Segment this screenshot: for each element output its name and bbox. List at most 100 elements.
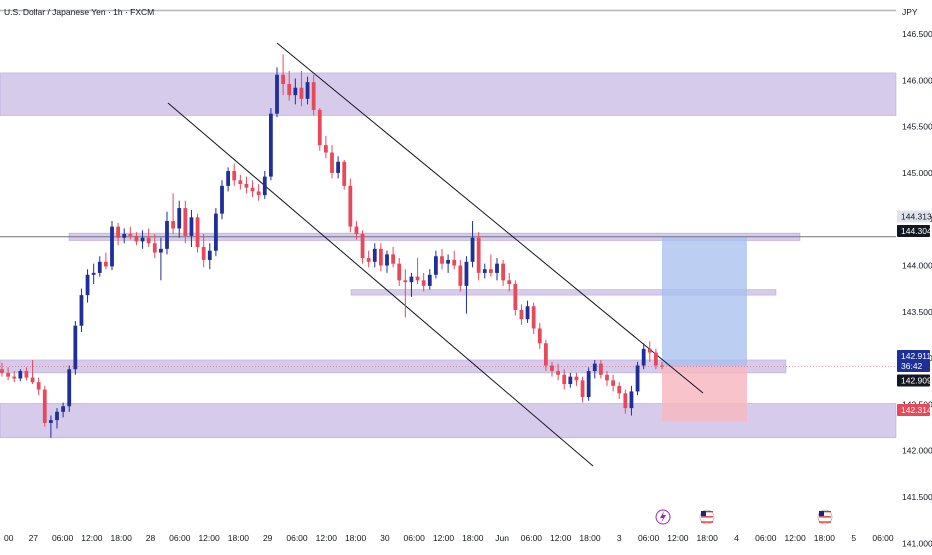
candle bbox=[226, 167, 231, 192]
candle bbox=[421, 272, 426, 292]
candle bbox=[91, 263, 96, 285]
candle-body bbox=[611, 380, 616, 386]
candle-body bbox=[598, 363, 603, 375]
y-tick-label: 145.000 bbox=[902, 168, 932, 178]
candle-body bbox=[293, 87, 298, 96]
candle bbox=[110, 221, 114, 271]
candle bbox=[519, 304, 524, 325]
price-badge: 142.911 bbox=[897, 350, 931, 362]
candle-body bbox=[342, 161, 347, 186]
candle bbox=[250, 180, 255, 197]
x-tick-label: 30 bbox=[380, 533, 390, 543]
candle-body bbox=[305, 82, 310, 99]
candle bbox=[116, 222, 121, 246]
candle-body bbox=[641, 348, 646, 366]
candle bbox=[629, 385, 634, 416]
position-target-area bbox=[662, 237, 747, 367]
x-tick-label: 06:00 bbox=[52, 533, 74, 543]
candle-body bbox=[378, 248, 383, 266]
candle bbox=[580, 376, 585, 403]
lightning-event-icon[interactable] bbox=[655, 509, 671, 525]
candle bbox=[171, 193, 176, 235]
lightning-event-glyph bbox=[660, 511, 666, 523]
candle-body bbox=[36, 382, 41, 390]
candle bbox=[611, 374, 616, 392]
candle bbox=[238, 174, 243, 190]
price-badge-text: 142.909 bbox=[901, 376, 932, 386]
candle-body bbox=[128, 234, 133, 236]
candle bbox=[103, 252, 108, 270]
candle-body bbox=[207, 250, 212, 260]
candle bbox=[446, 254, 451, 273]
position-tool[interactable] bbox=[662, 237, 747, 422]
y-tick-label: 146.500 bbox=[902, 29, 932, 39]
candle-body bbox=[440, 256, 444, 264]
price-badge: 142.909 bbox=[897, 374, 932, 387]
time-axis[interactable]: 00 27 06:00 12:00 18:00 28 06:00 12:00 18:00 29 06… bbox=[4, 533, 894, 543]
candle bbox=[207, 243, 212, 270]
x-tick-label: 18:00 bbox=[111, 533, 133, 543]
candle-body bbox=[171, 221, 176, 229]
flag-canton bbox=[819, 511, 824, 516]
candle-body bbox=[330, 152, 334, 173]
candle bbox=[73, 321, 78, 375]
candle bbox=[562, 369, 567, 390]
candle-body bbox=[55, 411, 59, 421]
y-tick-label: 143.500 bbox=[902, 307, 932, 317]
x-tick-label: 18:00 bbox=[697, 533, 719, 543]
price-badge-bg bbox=[897, 404, 930, 416]
candle bbox=[311, 74, 316, 116]
price-badge: 144.304 bbox=[897, 225, 932, 237]
candle-body bbox=[220, 185, 224, 214]
price-axis[interactable]: 146.500146.000145.500145.000144.500144.0… bbox=[902, 29, 932, 548]
candle bbox=[85, 269, 90, 303]
us-flag-event-icon[interactable] bbox=[699, 509, 715, 525]
candle-body bbox=[30, 377, 35, 383]
candle-body bbox=[256, 191, 261, 196]
us-flag-event-icon[interactable] bbox=[817, 509, 833, 525]
candle bbox=[128, 226, 133, 240]
currency-label[interactable]: JPY bbox=[902, 7, 918, 17]
candle bbox=[336, 156, 341, 179]
flag-stripe bbox=[701, 518, 713, 521]
y-tick-label: 146.000 bbox=[902, 75, 932, 85]
y-tick-label: 145.500 bbox=[902, 122, 932, 132]
candle bbox=[281, 54, 286, 96]
candle-body bbox=[452, 259, 457, 266]
candle-body bbox=[421, 280, 426, 286]
candle-body bbox=[501, 263, 506, 281]
price-badge-bg bbox=[897, 210, 930, 223]
candle-body bbox=[158, 248, 163, 253]
channel-upper-line bbox=[276, 42, 704, 394]
x-tick-label: 06:00 bbox=[169, 533, 191, 543]
price-badge: 144.313 bbox=[897, 210, 932, 223]
price-badge-text: 142.314 bbox=[901, 405, 932, 415]
flag-stripe bbox=[701, 521, 713, 523]
candle-body bbox=[427, 274, 432, 286]
candle bbox=[67, 365, 72, 412]
candle bbox=[55, 408, 59, 429]
candle-body bbox=[495, 263, 499, 273]
candle bbox=[507, 272, 512, 292]
flag-stripe bbox=[701, 511, 713, 513]
candle-body bbox=[360, 234, 365, 259]
candle-body bbox=[122, 234, 127, 238]
price-badge-bg bbox=[897, 360, 930, 372]
x-tick-label: 12:00 bbox=[667, 533, 689, 543]
candle-body bbox=[488, 269, 493, 273]
candle-body bbox=[525, 306, 530, 320]
candle bbox=[617, 382, 622, 399]
x-tick-label: 18:00 bbox=[579, 533, 601, 543]
lines-layer bbox=[0, 9, 896, 467]
candle-body bbox=[140, 237, 145, 242]
x-tick-label: 29 bbox=[263, 533, 273, 543]
candle bbox=[256, 184, 261, 201]
candle-body bbox=[177, 208, 182, 229]
flag-stripe bbox=[819, 511, 831, 513]
candle-body bbox=[268, 113, 273, 177]
events-layer[interactable] bbox=[655, 509, 833, 525]
candle-body bbox=[281, 74, 286, 85]
resistance-zone-top bbox=[0, 72, 897, 116]
